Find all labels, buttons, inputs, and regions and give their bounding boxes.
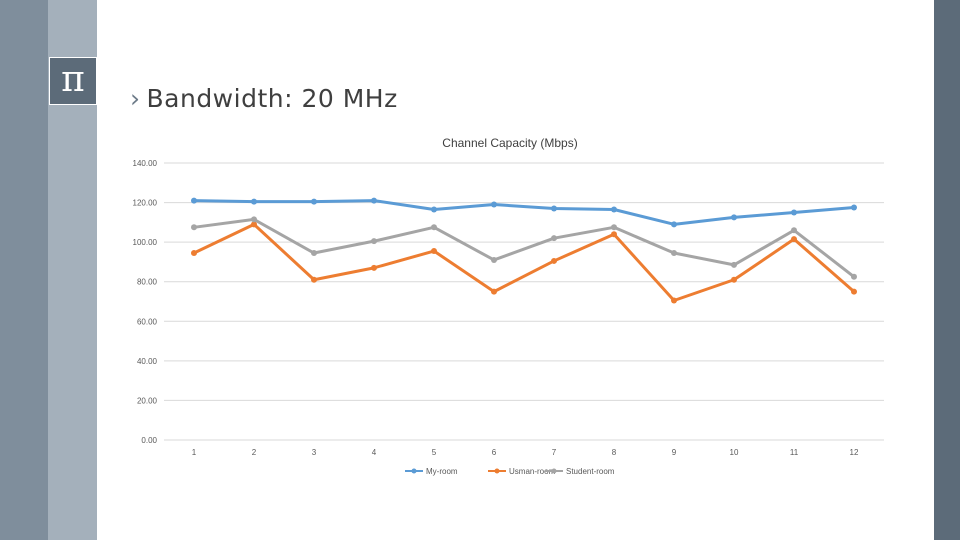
chevron-right-icon: ›	[130, 84, 141, 113]
data-point	[611, 224, 617, 231]
data-point	[251, 216, 257, 223]
legend: My-room Usman-room Student-room	[405, 467, 615, 476]
data-point	[731, 276, 737, 283]
data-point	[851, 273, 857, 280]
y-tick-label: 100.00	[133, 238, 158, 247]
sidebar-dark-strip	[0, 0, 48, 540]
data-point	[431, 224, 437, 231]
x-tick-label: 8	[612, 448, 617, 457]
data-point	[671, 221, 677, 228]
legend-marker	[411, 468, 417, 474]
data-point	[671, 250, 677, 257]
x-tick-label: 11	[790, 448, 799, 457]
data-point	[371, 238, 377, 245]
x-tick-label: 1	[192, 448, 197, 457]
y-tick-label: 40.00	[137, 357, 158, 366]
data-point	[191, 197, 197, 204]
y-axis: 0.00 20.00 40.00 60.00 80.00 100.00 120.00 140.…	[133, 159, 158, 445]
data-point	[491, 201, 497, 208]
data-point	[611, 206, 617, 213]
data-point	[611, 231, 617, 238]
data-point	[371, 197, 377, 204]
data-point	[551, 257, 557, 264]
x-tick-label: 12	[850, 448, 859, 457]
data-point	[851, 204, 857, 211]
y-tick-label: 140.00	[133, 159, 158, 168]
data-point	[191, 224, 197, 231]
right-edge-strip	[934, 0, 960, 540]
data-point	[491, 288, 497, 295]
x-tick-label: 10	[730, 448, 739, 457]
data-point	[431, 206, 437, 213]
x-axis: 1 2 3 4 5 6 7 8 9 10 11 12	[192, 448, 859, 457]
legend-marker	[494, 468, 500, 474]
legend-label: Usman-room	[509, 467, 556, 476]
x-tick-label: 9	[672, 448, 677, 457]
slide-heading: › Bandwidth: 20 MHz	[130, 84, 398, 113]
x-tick-label: 2	[252, 448, 257, 457]
data-point	[791, 227, 797, 234]
data-point	[731, 214, 737, 221]
x-tick-label: 5	[432, 448, 437, 457]
data-point	[851, 288, 857, 295]
data-point	[311, 250, 317, 257]
series-group	[191, 197, 857, 304]
pi-icon: π	[49, 57, 97, 105]
y-tick-label: 60.00	[137, 317, 158, 326]
legend-label: Student-room	[566, 467, 615, 476]
data-point	[251, 221, 257, 228]
chart-title: Channel Capacity (Mbps)	[442, 136, 577, 150]
y-tick-label: 120.00	[133, 199, 158, 208]
x-tick-label: 7	[552, 448, 557, 457]
series-line-student-room	[192, 217, 856, 279]
data-point	[551, 205, 557, 212]
data-point	[551, 235, 557, 242]
data-point	[731, 261, 737, 268]
data-point	[491, 256, 497, 263]
legend-label: My-room	[426, 467, 458, 476]
y-tick-label: 80.00	[137, 278, 158, 287]
x-tick-label: 4	[372, 448, 377, 457]
data-point	[431, 248, 437, 255]
data-point	[191, 250, 197, 257]
x-tick-label: 6	[492, 448, 497, 457]
gridlines	[164, 162, 884, 441]
data-point	[791, 236, 797, 243]
data-point	[251, 198, 257, 205]
data-point	[311, 198, 317, 205]
data-point	[671, 297, 677, 304]
legend-marker	[551, 468, 557, 474]
series-line-my-room	[192, 199, 856, 226]
x-tick-label: 3	[312, 448, 317, 457]
y-tick-label: 20.00	[137, 396, 158, 405]
data-point	[371, 264, 377, 271]
heading-text: Bandwidth: 20 MHz	[146, 84, 398, 113]
series-line-usman-room	[192, 222, 856, 303]
data-point	[311, 276, 317, 283]
y-tick-label: 0.00	[141, 436, 157, 445]
data-point	[791, 209, 797, 216]
